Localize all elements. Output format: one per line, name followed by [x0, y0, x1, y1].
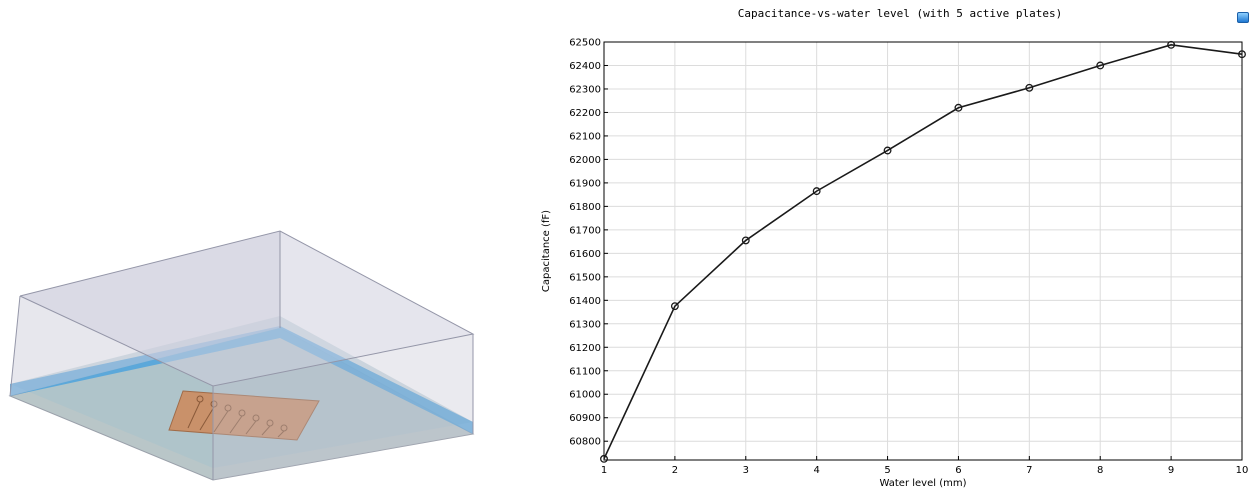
y-tick-label: 62200 — [569, 108, 601, 119]
x-tick-label: 7 — [1026, 465, 1032, 476]
data-point-marker — [954, 103, 963, 112]
data-point-marker — [600, 454, 608, 463]
y-tick-label: 61900 — [569, 178, 601, 189]
y-tick-label: 61300 — [569, 319, 601, 330]
y-tick-label: 61600 — [569, 249, 601, 260]
data-point-marker — [1025, 83, 1034, 92]
y-tick-label: 61200 — [569, 343, 601, 354]
electrode-traces — [187, 395, 288, 438]
x-tick-label: 2 — [672, 465, 678, 476]
x-tick-label: 6 — [955, 465, 961, 476]
x-tick-label: 8 — [1097, 465, 1103, 476]
x-tick-label: 9 — [1168, 465, 1174, 476]
chart-title: Capacitance-vs-water level (with 5 activ… — [737, 7, 1063, 20]
y-axis: 60800 60900 61000 61100 61200 61300 61400 61500… — [569, 38, 608, 448]
y-tick-label: 62500 — [569, 38, 601, 49]
y-tick-label: 61100 — [569, 366, 601, 377]
y-tick-label: 62000 — [569, 155, 601, 166]
y-axis-label: Capacitance (fF) — [541, 210, 552, 292]
y-tick-label: 60800 — [569, 437, 601, 448]
x-tick-label: 1 — [601, 465, 607, 476]
y-tick-label: 61400 — [569, 296, 601, 307]
data-point-marker — [1096, 61, 1105, 70]
x-tick-label: 10 — [1236, 465, 1249, 476]
x-tick-label: 3 — [743, 465, 749, 476]
export-image-icon[interactable] — [1237, 12, 1249, 23]
plot-frame — [603, 41, 1243, 461]
container-top-face — [20, 231, 473, 386]
data-markers — [600, 40, 1246, 463]
data-point-marker — [812, 187, 821, 196]
data-point-marker — [741, 236, 750, 245]
x-tick-label: 4 — [813, 465, 819, 476]
y-tick-label: 62300 — [569, 84, 601, 95]
grid-lines — [603, 41, 1243, 460]
water-layer-top — [10, 316, 473, 468]
container-right-wall — [213, 334, 473, 480]
y-tick-label: 60900 — [569, 413, 601, 424]
y-tick-label: 62400 — [569, 61, 601, 72]
x-axis: 1 2 3 4 5 6 7 8 9 10 — [601, 456, 1249, 476]
x-axis-label: Water level (mm) — [880, 478, 967, 489]
capacitance-line-chart[interactable]: 60800 60900 61000 61100 61200 61300 61400 61500… — [535, 0, 1254, 490]
series-line — [603, 44, 1243, 460]
y-tick-label: 61500 — [569, 272, 601, 283]
data-point-marker — [1238, 50, 1246, 59]
y-tick-label: 62100 — [569, 131, 601, 142]
y-tick-label: 61000 — [569, 390, 601, 401]
x-tick-label: 5 — [884, 465, 890, 476]
data-point-marker — [1167, 40, 1176, 49]
data-point-marker — [883, 146, 892, 155]
geometry-3d-view[interactable] — [0, 0, 520, 490]
container-edges — [9, 230, 475, 480]
y-tick-label: 61700 — [569, 225, 601, 236]
data-point-marker — [670, 302, 679, 311]
y-tick-label: 61800 — [569, 202, 601, 213]
